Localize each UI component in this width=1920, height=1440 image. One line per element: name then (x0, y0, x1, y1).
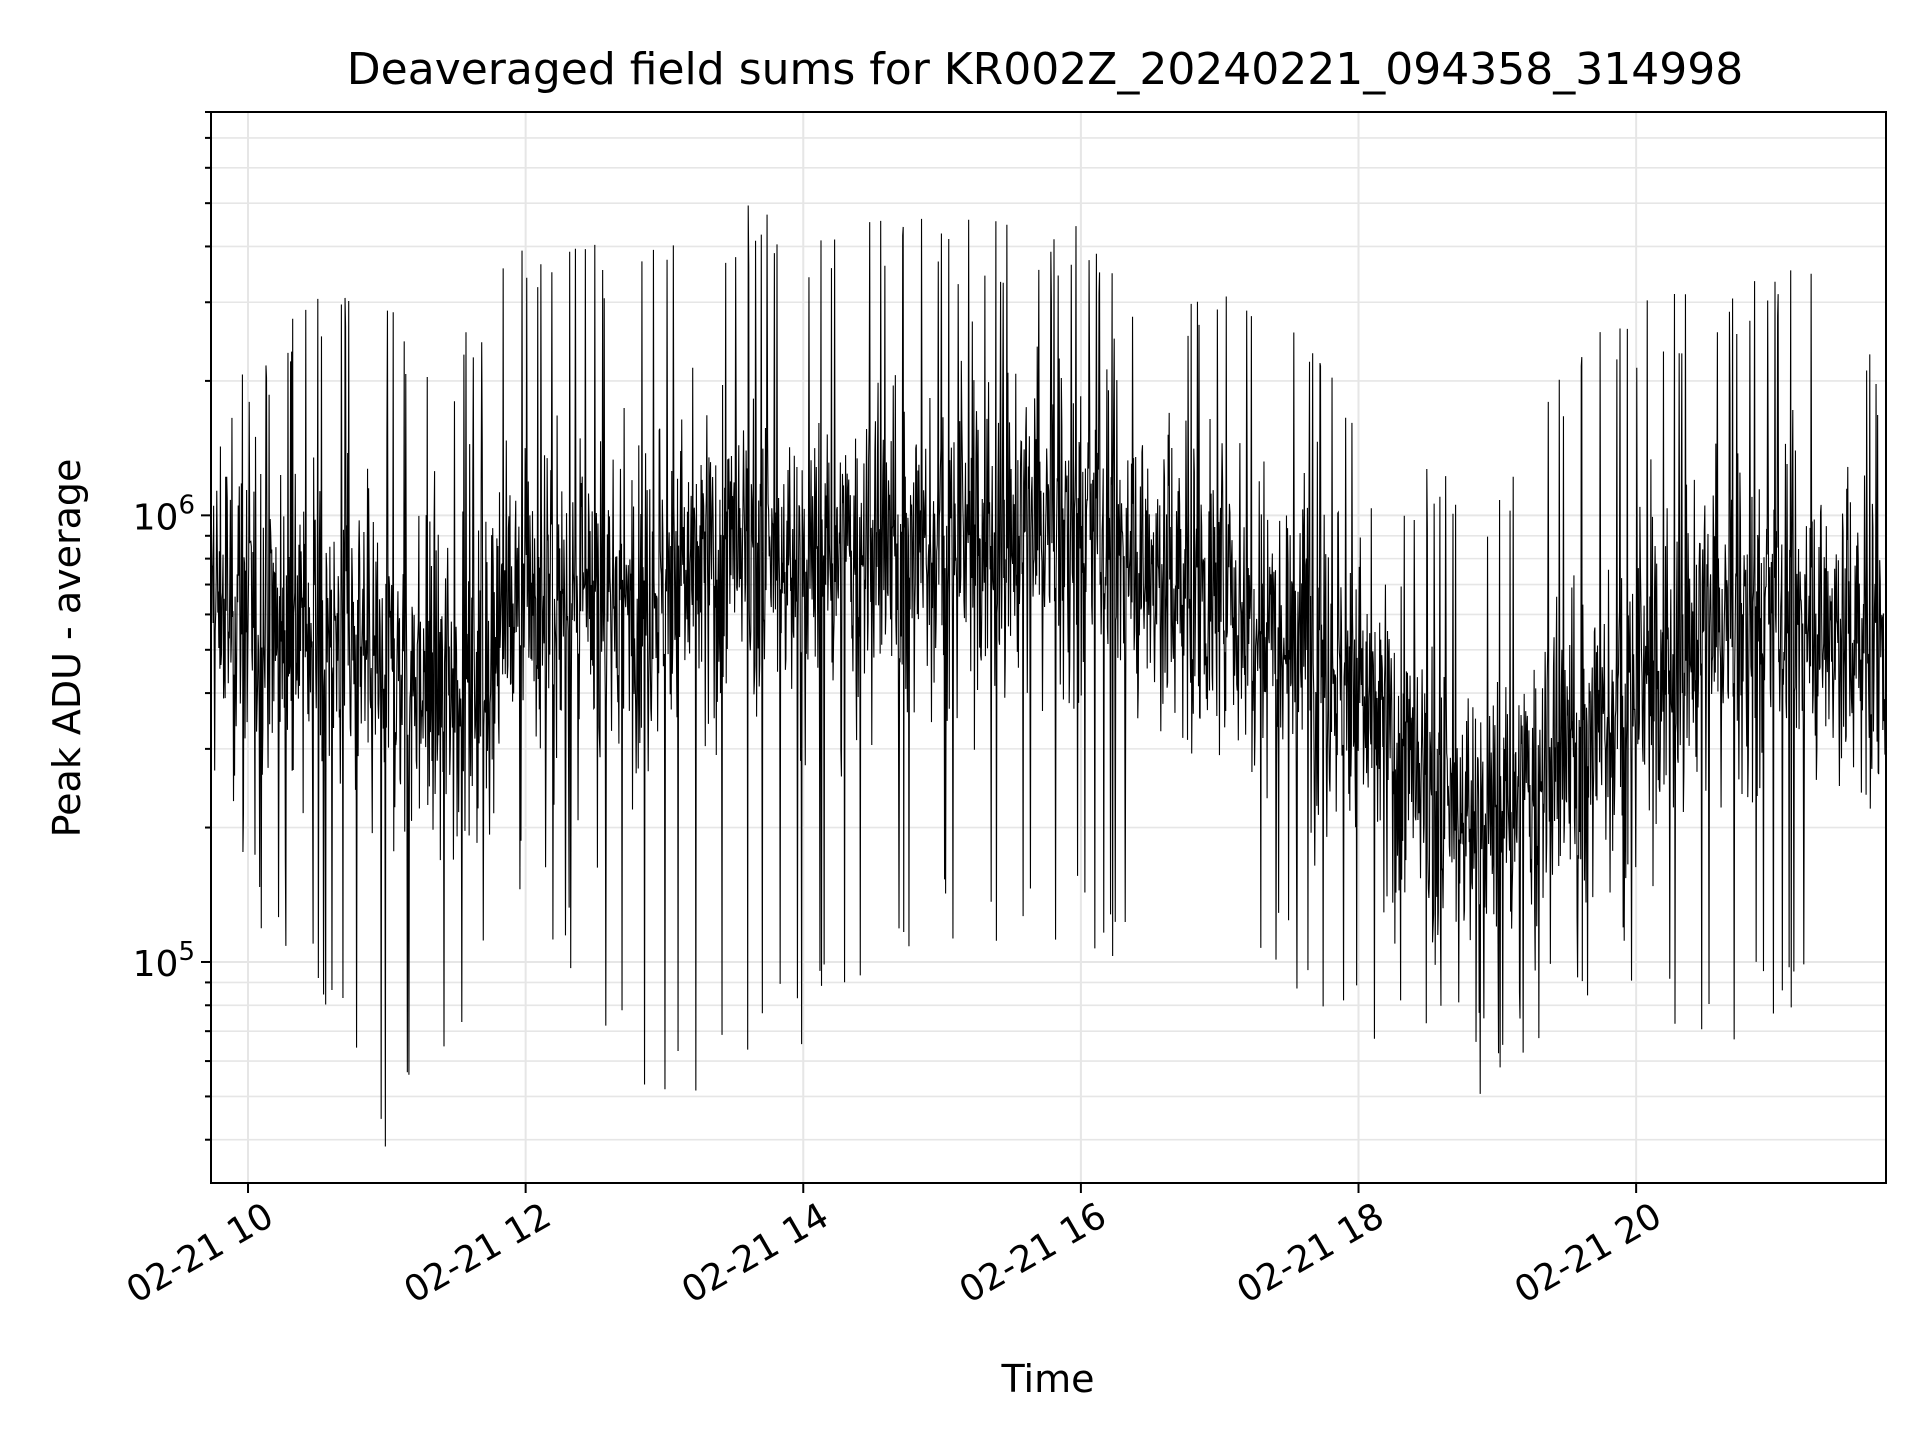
y-tick-label: 105 (133, 937, 195, 985)
x-axis-label: Time (1001, 1357, 1095, 1401)
plot-frame (210, 111, 1887, 1184)
chart-title: Deaveraged field sums for KR002Z_2024022… (347, 44, 1743, 95)
y-axis-label: Peak ADU - average (45, 459, 89, 838)
y-tick-label: 106 (133, 490, 195, 538)
series-line (210, 205, 1887, 1147)
data-series (210, 205, 1887, 1147)
